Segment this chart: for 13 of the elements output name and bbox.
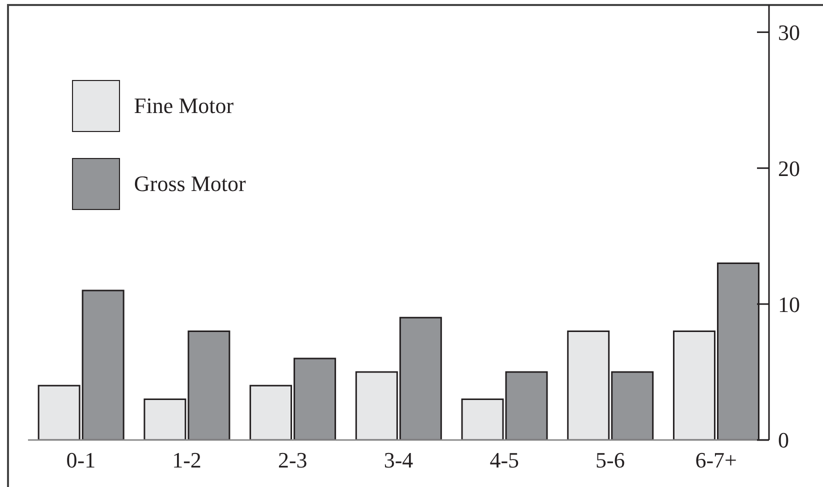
- x-tick-label: 5-6: [596, 448, 625, 473]
- x-tick-label: 1-2: [172, 448, 202, 473]
- x-tick-label: 6-7+: [695, 448, 737, 473]
- y-tick-label: 20: [778, 156, 800, 181]
- legend-label: Gross Motor: [134, 171, 246, 197]
- x-tick-label: 2-3: [278, 448, 308, 473]
- y-tick-label: 0: [778, 428, 789, 453]
- y-tick-label: 10: [778, 292, 800, 317]
- y-tick-label: 30: [778, 20, 800, 45]
- x-tick-label: 4-5: [490, 448, 520, 473]
- legend-label: Fine Motor: [134, 93, 234, 119]
- x-tick-label: 0-1: [66, 448, 96, 473]
- x-tick-label: 3-4: [384, 448, 414, 473]
